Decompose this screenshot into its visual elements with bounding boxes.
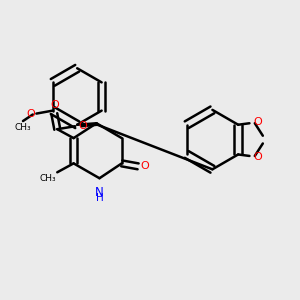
Text: O: O <box>26 109 35 118</box>
Text: O: O <box>79 121 87 130</box>
Text: CH₃: CH₃ <box>39 174 56 183</box>
Text: O: O <box>50 100 59 110</box>
Text: O: O <box>253 117 262 128</box>
Text: N: N <box>95 186 104 199</box>
Text: CH₃: CH₃ <box>15 122 31 131</box>
Text: H: H <box>96 193 103 202</box>
Text: O: O <box>253 152 262 162</box>
Text: O: O <box>140 161 149 171</box>
